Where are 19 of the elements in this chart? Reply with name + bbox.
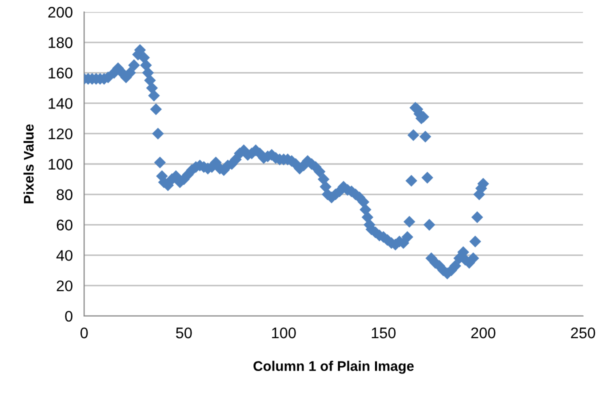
y-tick-label: 120	[48, 128, 72, 140]
y-tick-label: 160	[48, 68, 72, 78]
x-tick-label: 0	[80, 328, 88, 338]
y-tick-label: 80	[56, 189, 72, 200]
y-axis-title: Pixels Value	[23, 124, 34, 204]
x-axis-title: Column 1 of Plain Image	[253, 360, 414, 374]
y-tick-label: 180	[48, 37, 72, 48]
y-tick-label: 40	[56, 250, 72, 261]
y-tick-label: 140	[48, 98, 72, 109]
x-tick-label: 50	[176, 328, 192, 338]
y-tick-label: 0	[65, 310, 72, 322]
y-tick-label: 20	[56, 280, 72, 292]
x-tick-label: 150	[372, 328, 396, 338]
y-tick-label: 60	[56, 220, 72, 230]
x-tick-label: 250	[570, 328, 596, 338]
y-tick-label: 100	[48, 158, 72, 170]
y-tick-label: 200	[48, 6, 72, 18]
x-tick-label: 100	[272, 328, 296, 338]
x-tick-label: 200	[471, 328, 496, 338]
